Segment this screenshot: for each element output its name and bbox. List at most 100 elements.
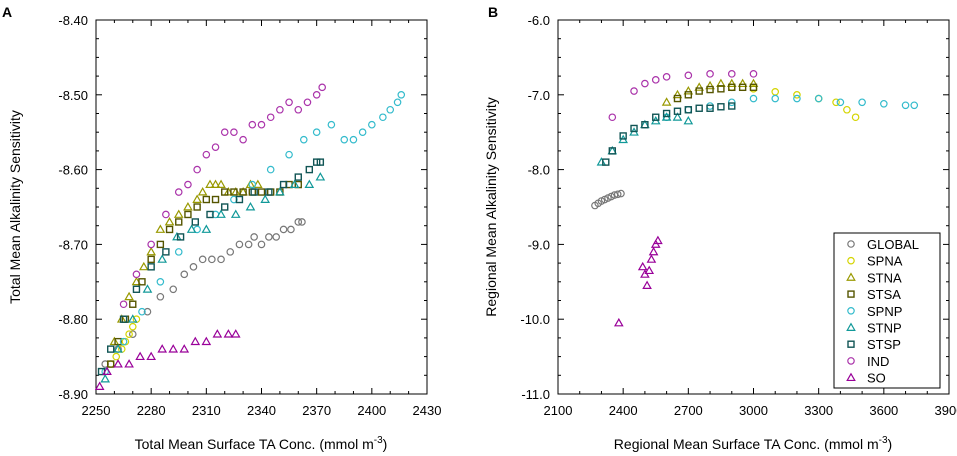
data-point-stnp — [230, 209, 241, 218]
x-tick-label: 2400 — [609, 403, 638, 418]
x-tick-label: 2400 — [357, 403, 386, 418]
series-ind — [608, 70, 758, 122]
data-point-stsp — [316, 158, 325, 166]
data-point-ind — [193, 165, 201, 174]
data-point-stsp — [619, 132, 627, 140]
legend-label: SO — [867, 371, 886, 386]
x-tick-label: 3600 — [869, 403, 898, 418]
data-point-stsp — [305, 165, 314, 174]
data-point-stsa — [107, 360, 115, 368]
data-point-ind — [220, 128, 229, 137]
y-tick-label: -8.80 — [58, 312, 88, 327]
legend-item-stnp: STNP — [846, 321, 902, 336]
data-point-stsa — [239, 188, 247, 196]
y-tick-label: -10.0 — [520, 312, 550, 327]
legend-marker-stnp — [846, 322, 856, 331]
legend-item-stsa: STSA — [847, 287, 901, 302]
y-tick-label: -8.50 — [58, 88, 88, 103]
data-point-ind — [239, 135, 247, 144]
y-tick-label: -11.0 — [521, 387, 550, 402]
data-point-so — [113, 359, 123, 368]
data-point-spna — [112, 352, 121, 361]
data-point-stsa — [749, 83, 758, 92]
legend-item-so: SO — [846, 371, 886, 386]
data-point-stna — [197, 187, 208, 196]
data-point-spna — [125, 330, 133, 338]
data-point-spnp — [910, 101, 919, 110]
data-point-spnp — [706, 102, 714, 110]
data-point-stsa — [257, 188, 266, 196]
x-tick-label: 3300 — [804, 403, 833, 418]
legend-item-spna: SPNA — [847, 254, 903, 269]
data-point-stsa — [221, 188, 229, 196]
data-point-so — [212, 329, 223, 338]
data-point-ind — [162, 210, 170, 219]
x-tick-label: 2100 — [544, 403, 573, 418]
data-point-spnp — [266, 165, 275, 174]
data-point-stsa — [717, 85, 725, 93]
data-point-so — [201, 336, 212, 346]
data-point-stna — [205, 179, 215, 189]
data-point-spnp — [793, 94, 801, 103]
data-point-spna — [128, 322, 137, 331]
data-point-stnp — [672, 112, 683, 121]
data-point-spnp — [684, 105, 693, 114]
data-point-ind — [132, 270, 141, 279]
legend-label: STNP — [867, 321, 902, 336]
data-point-spnp — [393, 98, 402, 107]
data-point-spnp — [749, 94, 758, 103]
data-point-ind — [202, 150, 211, 159]
data-point-global — [235, 240, 244, 249]
data-point-stna — [164, 216, 175, 226]
data-point-stna — [192, 194, 202, 203]
data-point-spnp — [358, 128, 367, 137]
data-point-stnp — [186, 224, 197, 233]
y-tick-label: -9.0 — [528, 237, 550, 252]
data-point-so — [135, 351, 145, 361]
data-point-stnp — [245, 201, 256, 211]
data-point-spna — [727, 83, 736, 92]
data-point-stsa — [175, 218, 183, 226]
data-point-stsp — [250, 188, 258, 196]
data-point-stsa — [211, 195, 220, 204]
panel-b-xlabel-sup: -3 — [879, 435, 888, 446]
data-point-so — [223, 329, 234, 338]
data-point-ind — [651, 76, 660, 84]
data-point-global — [265, 233, 273, 241]
data-point-stsa — [706, 85, 714, 94]
data-point-stsa — [230, 188, 238, 196]
data-point-stna — [683, 86, 694, 95]
y-tick-label: -6.0 — [528, 13, 550, 28]
x-tick-label: 2310 — [192, 403, 221, 418]
data-point-stsa — [156, 240, 165, 249]
data-point-so — [102, 366, 112, 376]
data-point-spnp — [138, 307, 146, 316]
data-point-stsp — [695, 104, 703, 112]
data-point-stsa — [193, 203, 201, 211]
panel-a-plot-frame — [95, 19, 428, 395]
panel-a-xlabel-main: Total Mean Surface TA Conc. (mmol m — [135, 436, 374, 452]
data-point-stnp — [157, 254, 168, 263]
data-point-so — [648, 246, 659, 256]
data-point-so — [642, 280, 652, 289]
data-point-spnp — [285, 150, 293, 159]
series-global — [101, 218, 306, 368]
series-stsa — [107, 180, 302, 368]
data-point-spna — [851, 113, 860, 122]
data-point-stsp — [630, 124, 638, 133]
panel-b-ylabel: Regional Mean Alkalinity Sensitivity — [483, 97, 499, 316]
x-tick-label: 3900 — [935, 403, 957, 418]
legend-item-stsp: STSP — [847, 337, 901, 352]
data-point-so — [179, 344, 190, 353]
data-point-so — [637, 261, 648, 271]
data-point-stsa — [728, 83, 736, 92]
data-point-stna — [124, 291, 134, 301]
x-tick-label: 2430 — [413, 403, 442, 418]
data-point-spnp — [386, 105, 395, 114]
data-point-stna — [138, 261, 149, 271]
series-spnp — [101, 91, 406, 376]
data-point-spnp — [858, 98, 866, 107]
data-point-spnp — [312, 128, 321, 137]
data-point-stnp — [201, 224, 212, 233]
data-point-so — [646, 254, 657, 263]
